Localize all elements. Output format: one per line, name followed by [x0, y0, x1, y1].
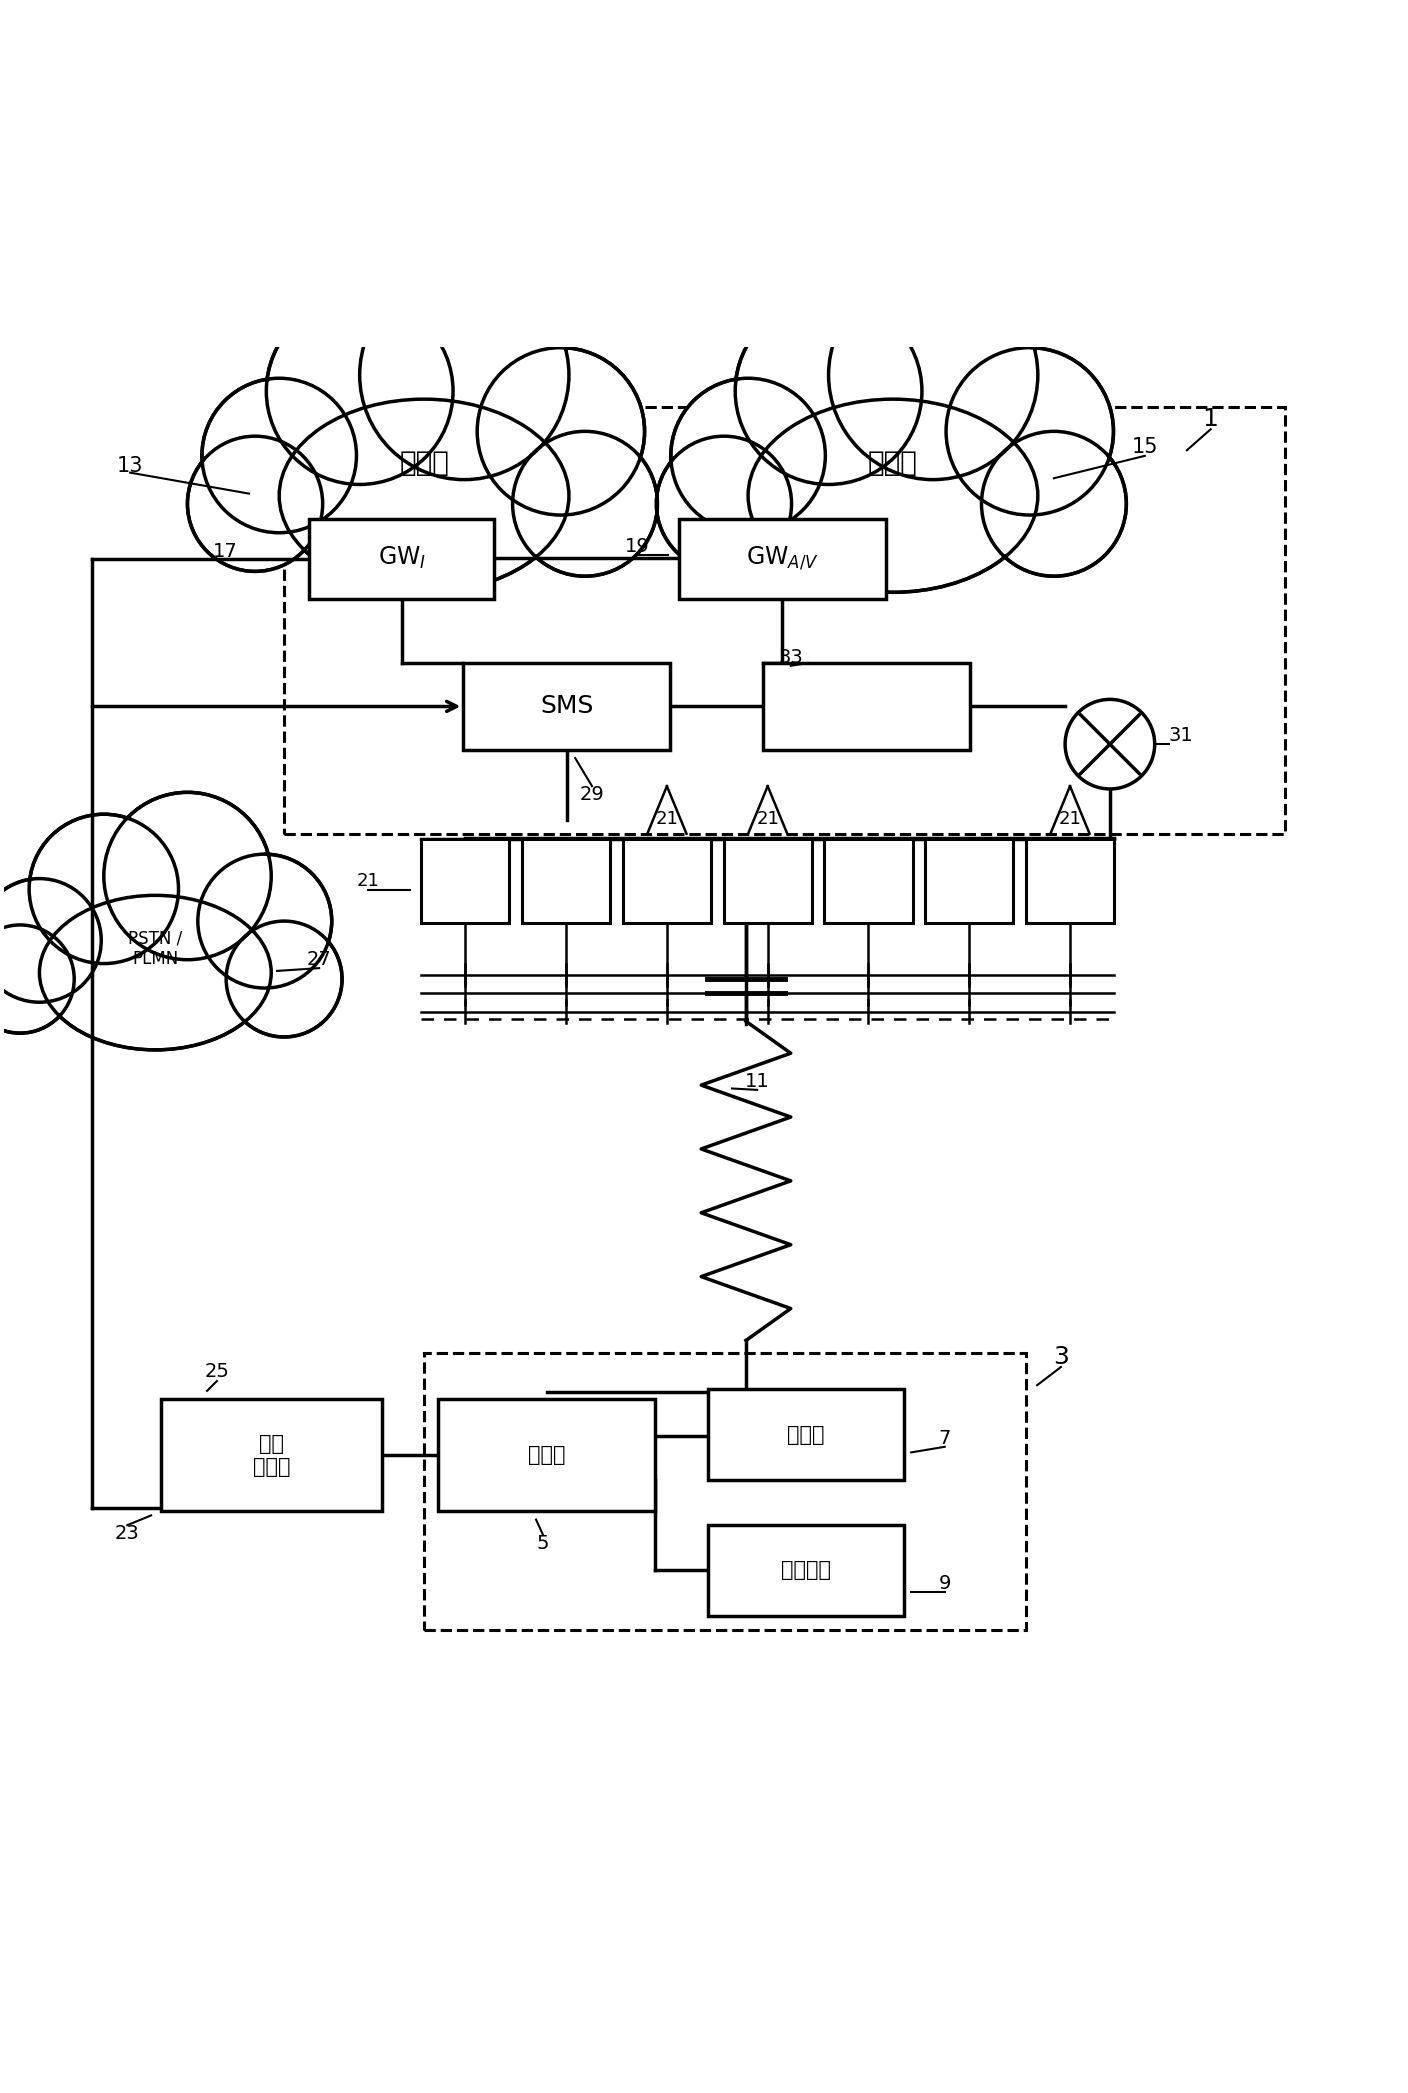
Text: 23: 23: [115, 1524, 139, 1543]
Circle shape: [200, 856, 329, 986]
Bar: [763, 663, 970, 749]
Bar: [708, 1390, 904, 1480]
Ellipse shape: [748, 400, 1038, 592]
Circle shape: [984, 433, 1124, 573]
Circle shape: [946, 347, 1114, 515]
Circle shape: [828, 270, 1038, 479]
Circle shape: [227, 921, 342, 1036]
Circle shape: [656, 435, 791, 571]
Text: 21: 21: [656, 810, 679, 829]
Text: GW$_{A/V}$: GW$_{A/V}$: [746, 544, 819, 571]
Text: 互联网: 互联网: [398, 448, 449, 477]
Ellipse shape: [42, 898, 269, 1049]
Circle shape: [674, 381, 822, 530]
Text: 21: 21: [1059, 810, 1081, 829]
Bar: [1026, 839, 1114, 923]
Text: 接收机: 接收机: [528, 1444, 565, 1465]
Circle shape: [477, 347, 645, 515]
Circle shape: [190, 440, 320, 569]
Bar: [284, 406, 1286, 833]
Circle shape: [739, 301, 918, 481]
Circle shape: [0, 925, 75, 1034]
Text: 29: 29: [580, 785, 604, 804]
Circle shape: [270, 301, 449, 481]
Text: 31: 31: [1169, 726, 1194, 745]
Circle shape: [513, 431, 658, 576]
Text: 15: 15: [1132, 437, 1159, 458]
Bar: [522, 839, 610, 923]
Bar: [310, 519, 494, 599]
Circle shape: [735, 297, 922, 483]
Text: 显示器: 显示器: [787, 1425, 825, 1444]
Circle shape: [0, 881, 99, 1000]
Text: 3: 3: [1053, 1346, 1069, 1369]
Circle shape: [515, 433, 655, 573]
Circle shape: [30, 814, 179, 963]
Bar: [925, 839, 1014, 923]
Ellipse shape: [39, 896, 272, 1051]
Text: 33: 33: [779, 649, 803, 668]
Text: 21: 21: [356, 873, 380, 890]
Circle shape: [1064, 699, 1155, 789]
Circle shape: [199, 854, 332, 988]
Text: 5: 5: [536, 1534, 549, 1553]
Circle shape: [949, 352, 1110, 511]
Circle shape: [359, 270, 569, 479]
Text: 1: 1: [1202, 408, 1218, 431]
Bar: [161, 1400, 382, 1511]
Circle shape: [0, 927, 72, 1032]
Circle shape: [670, 379, 825, 534]
Bar: [679, 519, 886, 599]
Bar: [438, 1400, 655, 1511]
Text: SMS: SMS: [541, 695, 594, 718]
Bar: [421, 839, 510, 923]
Circle shape: [104, 793, 272, 961]
Ellipse shape: [752, 402, 1035, 590]
Ellipse shape: [279, 400, 569, 592]
Bar: [724, 839, 812, 923]
Bar: [424, 1352, 1026, 1630]
Text: PSTN /
PLMN: PSTN / PLMN: [128, 929, 183, 967]
Circle shape: [981, 431, 1126, 576]
Text: 13: 13: [117, 456, 144, 475]
Circle shape: [266, 297, 453, 483]
Text: 7: 7: [939, 1430, 950, 1448]
Ellipse shape: [283, 402, 565, 590]
Circle shape: [206, 381, 353, 530]
Circle shape: [32, 816, 176, 961]
Circle shape: [228, 923, 339, 1034]
Text: 25: 25: [204, 1363, 230, 1381]
Bar: [708, 1526, 904, 1616]
Text: 调制
解调器: 调制 解调器: [253, 1434, 290, 1478]
Circle shape: [187, 435, 322, 571]
Text: 9: 9: [939, 1574, 950, 1593]
Text: GW$_I$: GW$_I$: [377, 544, 425, 571]
Text: 输入设备: 输入设备: [781, 1559, 831, 1580]
Text: 21: 21: [756, 810, 779, 829]
Circle shape: [480, 352, 641, 511]
Circle shape: [201, 379, 356, 534]
Circle shape: [832, 274, 1033, 475]
Circle shape: [363, 274, 565, 475]
Text: 19: 19: [624, 538, 649, 557]
Text: 电视网: 电视网: [867, 448, 918, 477]
Bar: [463, 663, 670, 749]
Circle shape: [0, 879, 101, 1003]
Text: 17: 17: [213, 542, 238, 561]
Circle shape: [659, 440, 788, 569]
Circle shape: [107, 795, 268, 957]
Text: 27: 27: [307, 950, 331, 969]
Bar: [824, 839, 912, 923]
Text: 11: 11: [745, 1072, 770, 1090]
Bar: [622, 839, 711, 923]
